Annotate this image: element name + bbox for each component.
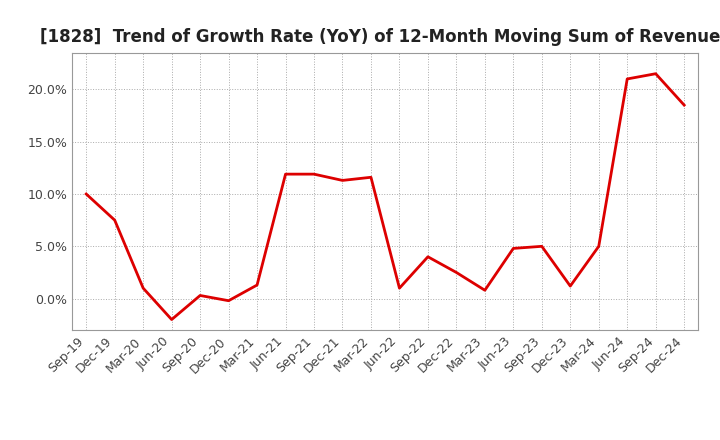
Title: [1828]  Trend of Growth Rate (YoY) of 12-Month Moving Sum of Revenues: [1828] Trend of Growth Rate (YoY) of 12-… (40, 28, 720, 46)
